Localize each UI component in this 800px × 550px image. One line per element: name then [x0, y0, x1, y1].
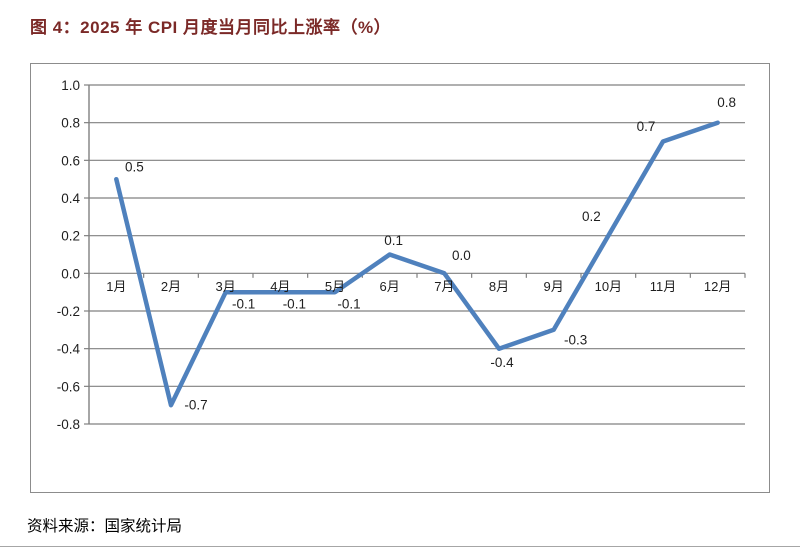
- source-note: 资料来源：国家统计局: [27, 518, 183, 535]
- data-label: -0.7: [184, 398, 207, 413]
- x-tick-label: 6月: [380, 279, 400, 294]
- x-tick-label: 8月: [489, 279, 509, 294]
- data-label: -0.1: [283, 297, 306, 312]
- y-tick-label: 0.4: [61, 191, 80, 206]
- x-tick-label: 3月: [216, 279, 236, 294]
- chart-title: 图 4：2025 年 CPI 月度当月同比上涨率（%）: [30, 18, 392, 37]
- data-label: 0.5: [125, 160, 144, 175]
- y-tick-label: 0.2: [61, 229, 80, 244]
- bottom-divider: [0, 546, 800, 547]
- data-label: -0.3: [564, 332, 587, 347]
- cpi-chart-container: 1.0 0.8 0.6 0.4 0.2 0.0 -0.2 -0.4 -0.6 -0.8 1月 2月 3月…: [30, 63, 770, 493]
- series-line: [114, 120, 720, 408]
- data-label: 0.0: [452, 248, 471, 263]
- x-tick-label: 12月: [704, 279, 731, 294]
- data-label: -0.4: [490, 355, 514, 370]
- y-tick-label: 0.6: [61, 153, 80, 168]
- y-tick-label: 0.0: [61, 266, 80, 281]
- cpi-line-chart: 1.0 0.8 0.6 0.4 0.2 0.0 -0.2 -0.4 -0.6 -0.8 1月 2月 3月…: [57, 78, 746, 432]
- x-tick-label: 2月: [161, 279, 181, 294]
- x-tick-label: 10月: [595, 279, 622, 294]
- x-tick-label: 7月: [434, 279, 454, 294]
- data-label: -0.1: [337, 297, 360, 312]
- y-tick-label: -0.6: [57, 379, 80, 394]
- y-tick-label: -0.8: [57, 417, 80, 432]
- data-label: 0.8: [717, 95, 736, 110]
- x-tick-label: 5月: [325, 279, 345, 294]
- y-tick-label: 1.0: [61, 78, 80, 93]
- data-label: 0.2: [582, 209, 601, 224]
- x-tick-label: 1月: [106, 279, 126, 294]
- x-tick-label: 9月: [544, 279, 564, 294]
- y-tick-label: 0.8: [61, 116, 80, 131]
- y-tick-label: -0.4: [57, 342, 81, 357]
- data-label: -0.1: [232, 297, 255, 312]
- y-tick-label: -0.2: [57, 304, 80, 319]
- data-label: 0.1: [384, 233, 403, 248]
- x-tick-label: 4月: [270, 279, 290, 294]
- x-tick-label: 11月: [650, 279, 677, 294]
- data-label: 0.7: [637, 119, 656, 134]
